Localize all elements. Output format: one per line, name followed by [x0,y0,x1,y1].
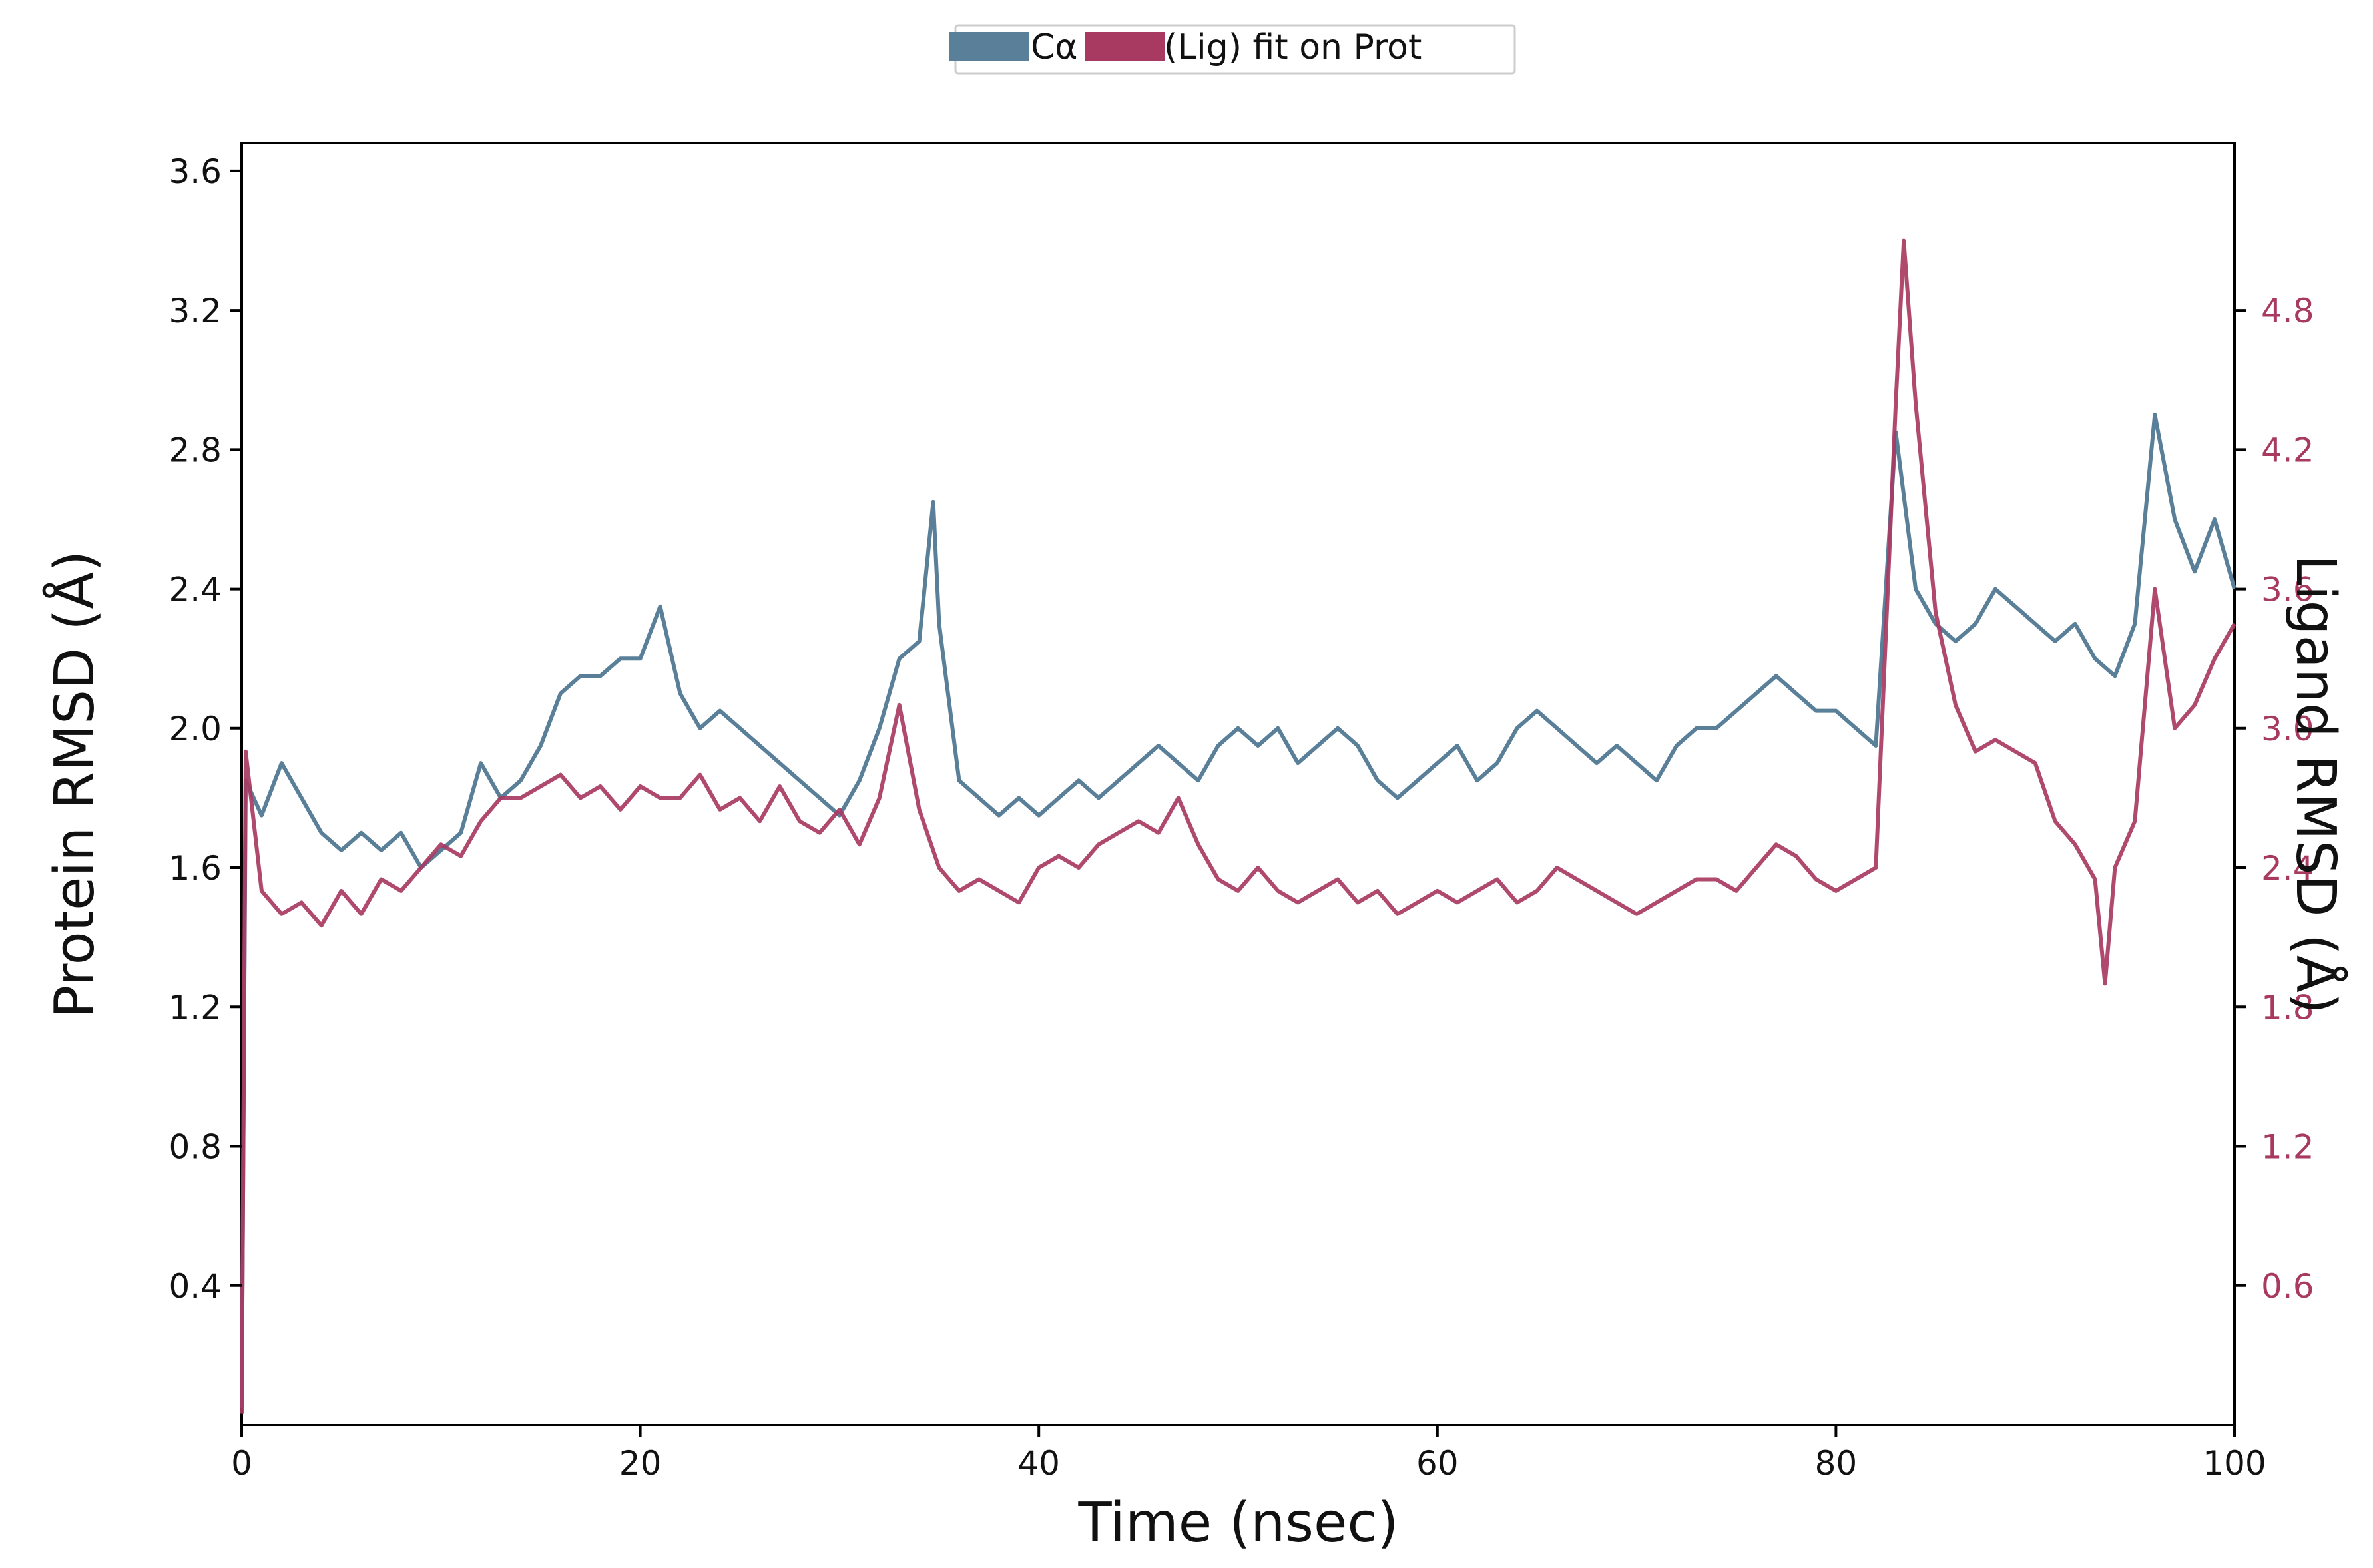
x-axis-ticks: 0 20 40 60 80 100 [231,1425,2266,1483]
y-right-tick-label: 1.8 [2261,988,2314,1027]
y-left-tick-label: 2.4 [168,571,222,609]
y-left-axis-ticks: 0.4 0.8 1.2 1.6 2.0 2.4 2.8 3.2 3.6 [168,152,242,1306]
legend-label-ligand: (Lig) fit on Prot [1164,27,1422,67]
y-right-tick-label: 3.0 [2261,710,2314,748]
legend-label-protein: Cα [1031,27,1078,67]
series-line-protein [240,413,2237,1408]
y-left-tick-label: 1.6 [168,849,222,888]
y-left-axis-title: Protein RMSD (Å) [43,551,107,1019]
x-tick-label: 20 [619,1444,662,1483]
y-left-tick-label: 3.6 [168,152,222,191]
y-right-tick-label: 4.8 [2261,292,2314,330]
x-tick-label: 0 [231,1444,252,1483]
y-left-tick-label: 3.2 [168,292,222,330]
y-left-tick-label: 0.4 [168,1267,222,1306]
y-right-tick-label: 0.6 [2261,1267,2314,1306]
plot-area-frame [240,142,2236,1426]
y-right-tick-label: 4.2 [2261,431,2314,469]
x-axis-title: Time (nsec) [1078,1491,1399,1555]
x-tick-label: 80 [1815,1444,1858,1483]
series-layer [240,238,2237,1414]
x-tick-label: 100 [2203,1444,2266,1483]
y-left-tick-label: 2.0 [168,710,222,748]
series-line-ligand [240,238,2237,1414]
y-right-axis-ticks: 0.6 1.2 1.8 2.4 3.0 3.6 4.2 4.8 [2235,292,2314,1306]
y-right-tick-label: 1.2 [2261,1128,2314,1167]
y-right-axis-title: Ligand RMSD (Å) [2284,555,2348,1014]
x-tick-label: 40 [1017,1444,1060,1483]
y-right-tick-label: 2.4 [2261,849,2314,888]
y-left-tick-label: 1.2 [168,988,222,1027]
y-left-tick-label: 2.8 [168,431,222,469]
y-right-tick-label: 3.6 [2261,571,2314,609]
y-left-tick-label: 0.8 [168,1128,222,1167]
legend-swatch-protein [949,32,1029,61]
legend-swatch-ligand [1085,32,1165,61]
legend: Cα (Lig) fit on Prot [949,24,1516,75]
x-tick-label: 60 [1416,1444,1459,1483]
